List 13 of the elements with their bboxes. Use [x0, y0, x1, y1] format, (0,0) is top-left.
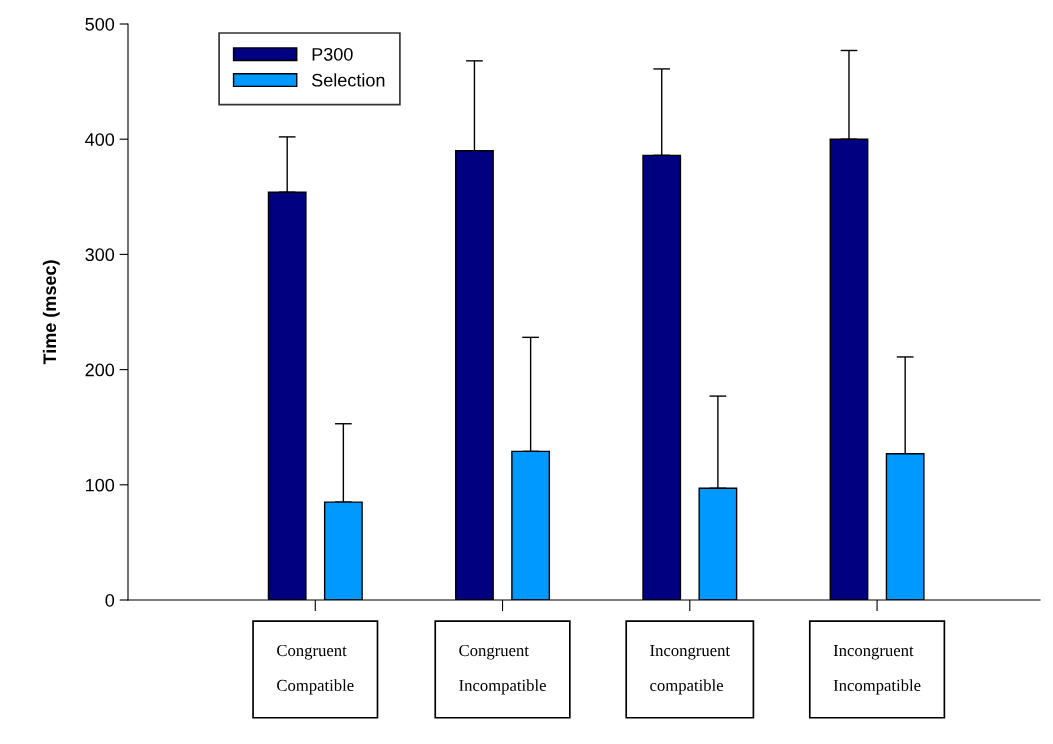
y-tick-label: 0 [105, 593, 115, 607]
legend-label: Selection [312, 73, 385, 87]
y-tick-label: 300 [85, 248, 115, 262]
y-tick-label: 400 [85, 133, 115, 146]
y-axis-title: Time (msec) [42, 260, 60, 365]
x-tick-label: Incongruent compatible [650, 645, 730, 695]
x-tick-label: Congruent Incompatible [459, 644, 546, 695]
y-tick-label: 200 [85, 363, 115, 377]
x-tick-label: Incongruent Incompatible [833, 645, 921, 695]
legend-label: P300 [312, 47, 353, 61]
y-tick-label: 500 [85, 17, 115, 31]
x-tick-label: Congruent Compatible [277, 644, 354, 695]
y-tick-label: 100 [86, 478, 115, 492]
